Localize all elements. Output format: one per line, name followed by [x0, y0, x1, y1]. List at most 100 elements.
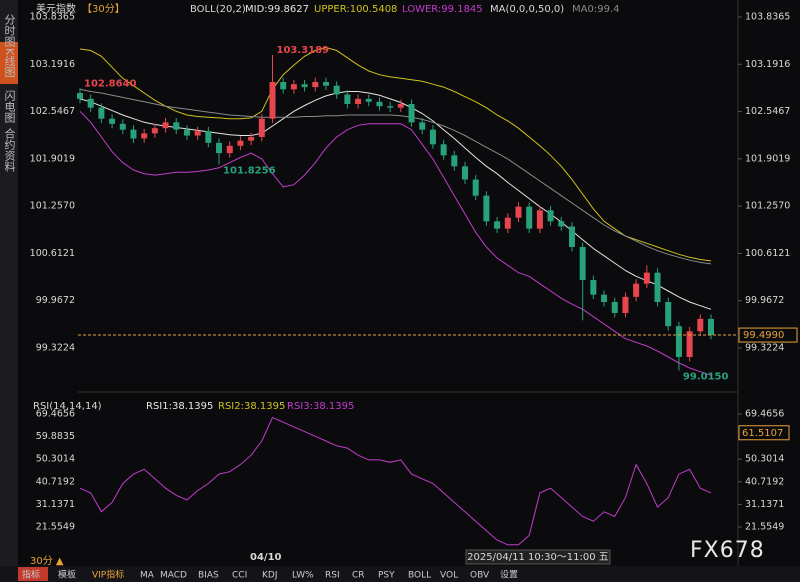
- toolbar-button[interactable]: KDJ: [262, 571, 278, 581]
- candle-body: [675, 326, 682, 357]
- toolbar-button[interactable]: PSY: [378, 571, 395, 581]
- y-tick-label: 99.9672: [36, 295, 75, 306]
- candle-body: [322, 81, 329, 86]
- candle-body: [397, 103, 404, 108]
- indicator-label: MA(0,0,0,50,0): [490, 4, 564, 15]
- y-tick-label: 31.1371: [36, 499, 75, 510]
- indicator-line: [79, 91, 712, 310]
- candle-body: [472, 179, 479, 196]
- candle-body: [515, 206, 522, 218]
- candle-body: [119, 123, 126, 130]
- candle-body: [162, 122, 169, 129]
- y-tick-label: 50.3014: [36, 454, 75, 465]
- candle-body: [290, 84, 297, 90]
- y-tick-label-right: 103.1916: [745, 59, 790, 70]
- candle-body: [462, 166, 469, 180]
- toolbar-button[interactable]: MA: [140, 571, 155, 581]
- legend-entry: UPPER:100.5408: [314, 4, 397, 15]
- toolbar-button[interactable]: CCI: [232, 571, 247, 581]
- y-tick-label: 103.1916: [30, 59, 75, 70]
- candle-body: [109, 118, 116, 124]
- candle-body: [611, 301, 618, 313]
- y-tick-label: 101.2570: [30, 201, 75, 212]
- toolbar-button[interactable]: RSI: [325, 571, 340, 581]
- rsi-title: RSI(14,14,14): [33, 401, 102, 412]
- candle-body: [216, 142, 223, 154]
- legend-entry: RSI1:38.1395: [146, 401, 213, 412]
- candle-body: [226, 145, 233, 154]
- sidebar-tab[interactable]: 闪电图: [3, 89, 16, 124]
- candle-body: [269, 81, 276, 119]
- y-tick-label-right: 21.5549: [745, 521, 784, 532]
- toolbar-button[interactable]: MACD: [160, 571, 187, 581]
- y-tick-label-right: 40.7192: [745, 476, 784, 487]
- candle-body: [248, 136, 255, 141]
- y-tick-label-right: 103.8365: [745, 11, 790, 22]
- y-tick-label: 101.9019: [30, 153, 75, 164]
- legend-entry: RSI3:38.1395: [287, 401, 354, 412]
- toolbar-button[interactable]: VIP指标: [92, 569, 124, 581]
- candle-body: [237, 140, 244, 146]
- candle-body: [568, 226, 575, 247]
- indicator-label: BOLL(20,2): [190, 4, 246, 15]
- candle-body: [686, 331, 693, 357]
- candle-body: [408, 103, 415, 123]
- legend-entry: MA0:99.4: [572, 4, 619, 15]
- y-tick-label-right: 101.9019: [745, 153, 790, 164]
- candle-body: [365, 98, 372, 102]
- toolbar-button[interactable]: LW%: [292, 571, 314, 581]
- extreme-label: 101.8256: [223, 165, 276, 176]
- candle-body: [173, 122, 180, 130]
- candle-body: [547, 210, 554, 222]
- candle-body: [494, 221, 501, 229]
- sidebar-tab[interactable]: K线图: [3, 48, 16, 78]
- candle-body: [355, 98, 362, 104]
- candle-body: [183, 129, 190, 136]
- candle-body: [451, 155, 458, 167]
- current-value-box: [738, 425, 790, 441]
- toolbar-button[interactable]: BIAS: [198, 571, 219, 581]
- candle-body: [87, 98, 94, 108]
- candle-body: [429, 129, 436, 145]
- candle-body: [344, 94, 351, 104]
- y-tick-label-right: 101.2570: [745, 201, 790, 212]
- candle-body: [301, 84, 308, 88]
- candle-body: [483, 195, 490, 222]
- y-tick-label: 21.5549: [36, 521, 75, 532]
- candle-body: [376, 101, 383, 107]
- candle-body: [440, 144, 447, 156]
- toolbar-button[interactable]: CR: [352, 571, 365, 581]
- toolbar-button[interactable]: OBV: [470, 571, 490, 581]
- y-tick-label: 103.8365: [30, 11, 75, 22]
- cursor-time: 2025/04/11 10:30～11:00 五: [467, 552, 609, 563]
- candle-body: [697, 318, 704, 332]
- candle-body: [280, 81, 287, 90]
- y-tick-label-right: 102.5467: [745, 106, 790, 117]
- candle-body: [312, 81, 319, 88]
- y-tick-label: 40.7192: [36, 476, 75, 487]
- candle-body: [98, 107, 105, 119]
- extreme-label: 103.3189: [277, 45, 330, 56]
- toolbar-button[interactable]: 指标: [22, 569, 40, 581]
- cursor-time-box: [465, 549, 611, 565]
- toolbar-button[interactable]: 设置: [500, 570, 518, 581]
- indicator-line: [79, 416, 712, 546]
- toolbar-button[interactable]: BOLL: [408, 571, 431, 581]
- candle-body: [141, 133, 148, 139]
- toolbar-button[interactable]: VOL: [440, 571, 458, 581]
- candle-body: [601, 294, 608, 302]
- candle-body: [708, 318, 714, 336]
- indicator-line: [79, 46, 712, 262]
- extreme-label: 102.8640: [84, 78, 137, 89]
- toolbar-button[interactable]: 模板: [58, 569, 76, 581]
- indicator-line: [79, 88, 712, 265]
- sidebar-tab[interactable]: 分时图: [3, 14, 16, 48]
- candle-body: [590, 279, 597, 295]
- sidebar-tab[interactable]: 合约资料: [3, 127, 16, 173]
- current-value-label: 61.5107: [742, 428, 783, 439]
- date-label: 04/10: [250, 552, 282, 563]
- candle-body: [77, 92, 83, 99]
- candle-body: [333, 85, 340, 95]
